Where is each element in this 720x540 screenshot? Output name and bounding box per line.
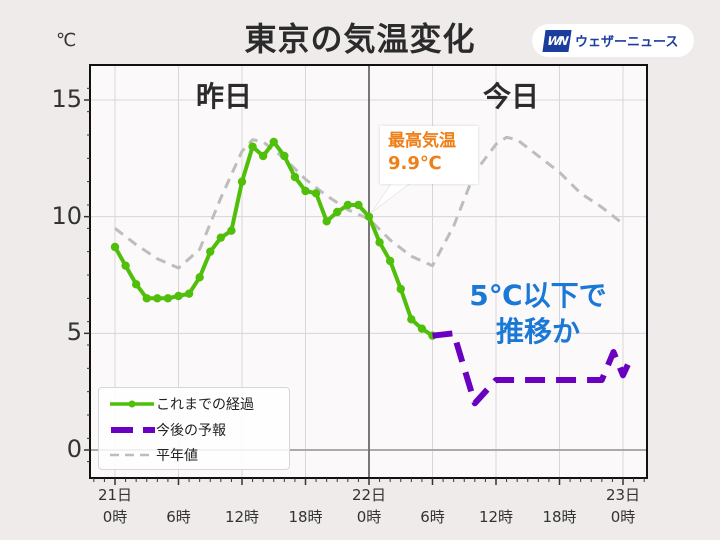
data-point [364,212,374,221]
data-point [322,217,331,226]
weathernews-logo: WN ウェザーニュース [532,24,694,57]
data-point [237,177,247,186]
data-point [110,242,120,252]
forecast-annotation: 5℃以下で 推移か [448,278,628,350]
yesterday-label: 昨日 [196,80,253,113]
data-point [407,315,416,324]
forecast-annotation-line1: 5℃以下で [469,279,607,312]
data-point [163,294,173,303]
green-line-with-markers-icon [110,400,154,408]
forecast-line [432,330,635,407]
data-point [258,151,268,161]
data-point [131,280,141,289]
x-tick-label: 18時 [288,508,323,526]
legend-label: これまでの経過 [156,397,254,413]
max-temp-callout-title: 最高気温 [388,131,456,151]
x-tick-label: 21日 0時 [97,486,133,526]
data-point [195,273,204,282]
data-point [153,294,162,303]
data-point [216,233,226,242]
x-tick-label: 6時 [420,508,445,526]
data-point [396,284,405,294]
axis-ticks [84,87,645,485]
y-tick-label: 10 [51,201,82,230]
y-tick-label: 5 [66,318,82,347]
data-point [174,291,183,301]
data-point [184,289,194,298]
data-point [269,137,278,147]
data-point [142,294,151,303]
data-point [375,238,384,247]
forecast-annotation-line2: 推移か [495,315,580,348]
today-label: 今日 [483,80,540,113]
data-point [417,324,427,333]
observed-temperature-series [110,137,437,340]
data-point [248,142,257,151]
data-point [227,226,236,235]
max-temp-callout-value: 9.9℃ [388,153,442,174]
data-point [206,247,215,256]
normal-line [114,135,624,270]
legend-label: 今後の予報 [156,423,226,439]
data-point [290,172,300,182]
x-tick-label: 23日 0時 [605,486,641,526]
y-tick-label: 15 [51,85,82,113]
max-temp-callout: 最高気温 9.9℃ [380,126,478,184]
y-axis-unit: ℃ [56,30,77,51]
legend-label: 平年値 [156,448,198,464]
data-point [333,207,342,217]
y-tick-label: 0 [66,435,82,463]
data-point [343,200,353,210]
chart-legend: これまでの経過 今後の予報 平年値 [98,387,290,470]
x-tick-label: 22日 0時 [351,486,387,526]
logo-text: ウェザーニュース [575,35,679,50]
x-tick-label: 6時 [166,508,191,526]
forecast-temperature-series [432,330,635,407]
normal-temperature-series [114,135,624,270]
data-point [121,261,130,270]
purple-dashed-line-icon [111,427,155,433]
data-point [385,256,395,266]
data-point [354,200,363,210]
data-point [311,189,321,198]
chart-title: 東京の気温変化 [244,20,476,58]
data-point [301,186,310,196]
x-tick-label: 18時 [542,508,577,526]
gray-dashed-line-icon [110,453,155,457]
x-tick-label: 12時 [224,508,260,526]
x-tick-label: 12時 [478,508,514,526]
data-point [280,151,289,161]
